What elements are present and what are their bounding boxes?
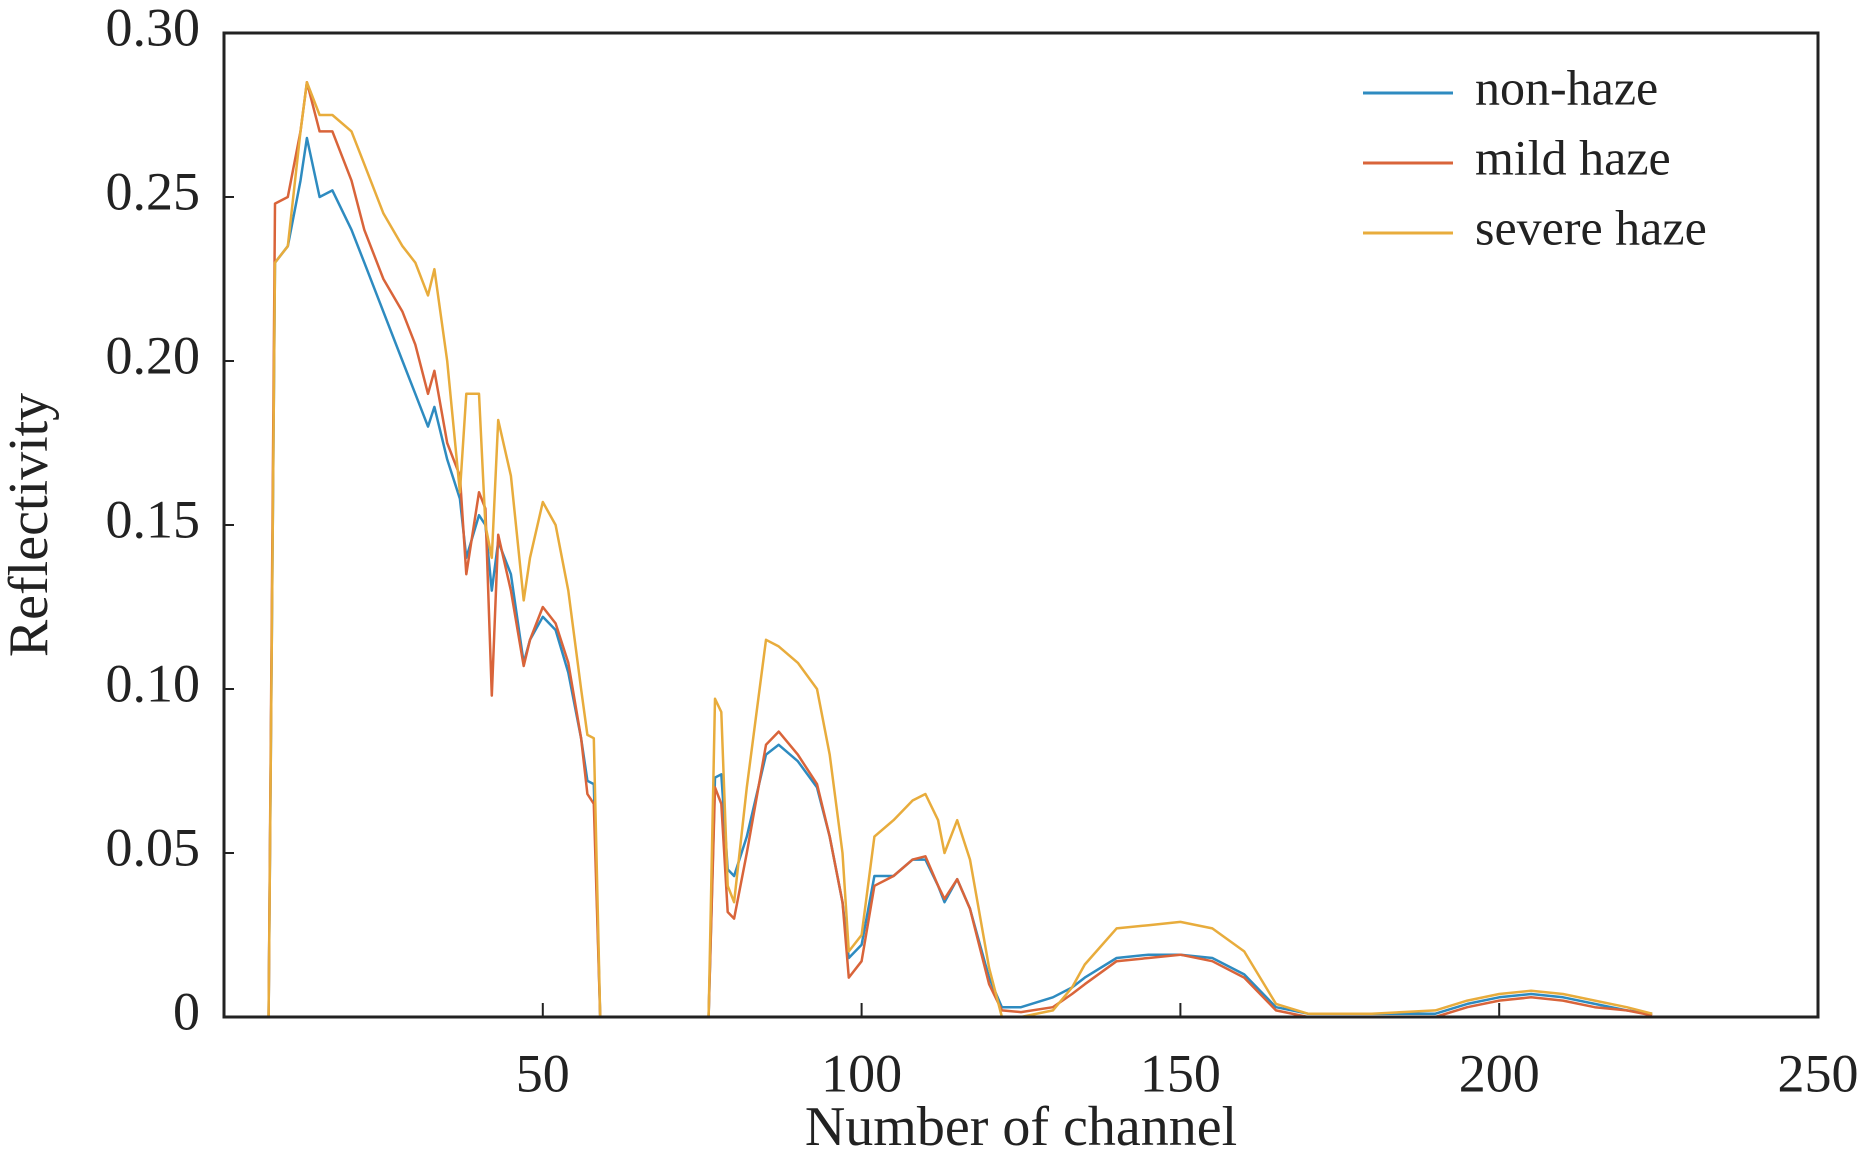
y-tick-label: 0.25	[106, 161, 201, 221]
x-tick-label: 200	[1459, 1043, 1540, 1103]
x-tick-label: 250	[1778, 1043, 1859, 1103]
series-line	[267, 80, 1653, 1017]
y-tick-label: 0.10	[106, 653, 201, 713]
x-axis-title: Number of channel	[805, 1096, 1237, 1158]
y-tick-label: 0.15	[106, 489, 201, 549]
x-tick-label: 50	[516, 1043, 570, 1103]
legend-label: severe haze	[1475, 199, 1707, 255]
y-tick-label: 0.05	[106, 817, 201, 877]
legend-label: mild haze	[1475, 129, 1671, 185]
series-line	[267, 80, 1653, 1017]
legend-label: non-haze	[1475, 59, 1658, 115]
plot-frame	[222, 31, 1820, 1019]
x-tick-label: 150	[1140, 1043, 1221, 1103]
y-tick-label: 0	[173, 981, 200, 1041]
x-tick-label: 100	[821, 1043, 902, 1103]
y-axis-title: Reflectivity	[0, 393, 60, 657]
y-tick-label: 0.30	[106, 0, 201, 57]
y-tick-label: 0.20	[106, 325, 201, 385]
